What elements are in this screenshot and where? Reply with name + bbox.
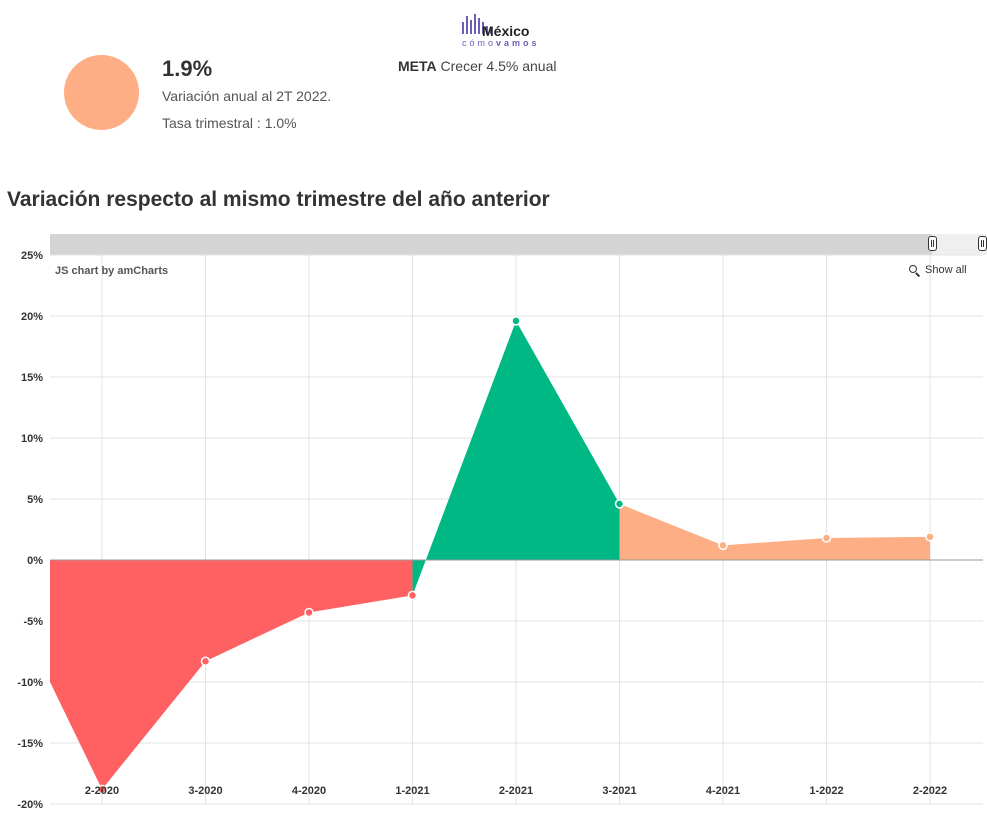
data-point [97, 784, 107, 795]
kpi-annual-variation: Variación anual al 2T 2022. [162, 88, 332, 104]
x-tick-label: 1-2022 [809, 785, 843, 797]
scrollbar-left-grip-icon[interactable] [928, 236, 937, 251]
logo-sub-a: cómo [462, 38, 497, 48]
data-point [718, 540, 728, 551]
area-segment [619, 503, 723, 560]
y-tick-label: 15% [21, 372, 43, 384]
zoom-out-icon [909, 264, 920, 276]
area-segment [826, 536, 930, 560]
data-point [200, 656, 211, 667]
kpi-value: 1.9% [162, 56, 213, 81]
x-tick-label: 3-2020 [188, 785, 222, 797]
goal-value: Crecer 4.5% anual [440, 58, 557, 74]
data-point [821, 533, 832, 543]
y-tick-label: 25% [21, 250, 43, 262]
logo-sub-b: vamos [496, 38, 540, 48]
status-dot [64, 55, 139, 130]
data-point [407, 590, 418, 601]
x-tick-label: 2-2021 [499, 785, 533, 797]
area-segment [102, 560, 206, 790]
data-point [925, 532, 935, 542]
data-point [614, 499, 625, 509]
area-segment [425, 320, 516, 560]
area-segment [412, 560, 426, 596]
chart-scrollbar[interactable] [50, 234, 987, 255]
scrollbar-selection[interactable] [928, 234, 987, 255]
x-tick-label: 3-2021 [602, 785, 636, 797]
x-tick-label: 4-2021 [706, 785, 740, 797]
data-point [511, 316, 521, 326]
kpi-quarterly-rate: Tasa trimestral : 1.0% [162, 115, 297, 131]
x-tick-label: 4-2020 [292, 785, 326, 797]
goal-text: META Crecer 4.5% anual [398, 58, 556, 74]
y-tick-label: -5% [23, 616, 43, 628]
y-tick-label: 10% [21, 433, 43, 445]
area-segment [516, 320, 620, 560]
x-tick-label: 2-2020 [85, 785, 119, 797]
y-tick-label: 0% [27, 555, 43, 567]
area-segment [50, 560, 102, 790]
mexico-como-vamos-logo: México cómovamos [462, 10, 552, 52]
y-tick-label: -20% [17, 799, 43, 811]
x-tick-label: 1-2021 [395, 785, 429, 797]
y-tick-label: 5% [27, 494, 43, 506]
logo-word: México [482, 23, 530, 39]
area-segment [723, 538, 827, 560]
goal-label: META [398, 58, 437, 74]
y-tick-label: -15% [17, 738, 43, 750]
logo-subtitle: cómovamos [462, 38, 540, 48]
show-all-button[interactable]: Show all [909, 264, 967, 276]
y-tick-label: 20% [21, 311, 43, 323]
area-segment [309, 560, 413, 613]
data-point [304, 607, 314, 618]
x-tick-label: 2-2022 [913, 785, 947, 797]
show-all-label: Show all [925, 264, 967, 276]
chart-title: Variación respecto al mismo trimestre de… [7, 188, 550, 211]
area-segment [205, 560, 309, 662]
chart-credit[interactable]: JS chart by amCharts [55, 265, 169, 277]
logo-bars-icon [462, 12, 492, 34]
y-tick-label: -10% [17, 677, 43, 689]
